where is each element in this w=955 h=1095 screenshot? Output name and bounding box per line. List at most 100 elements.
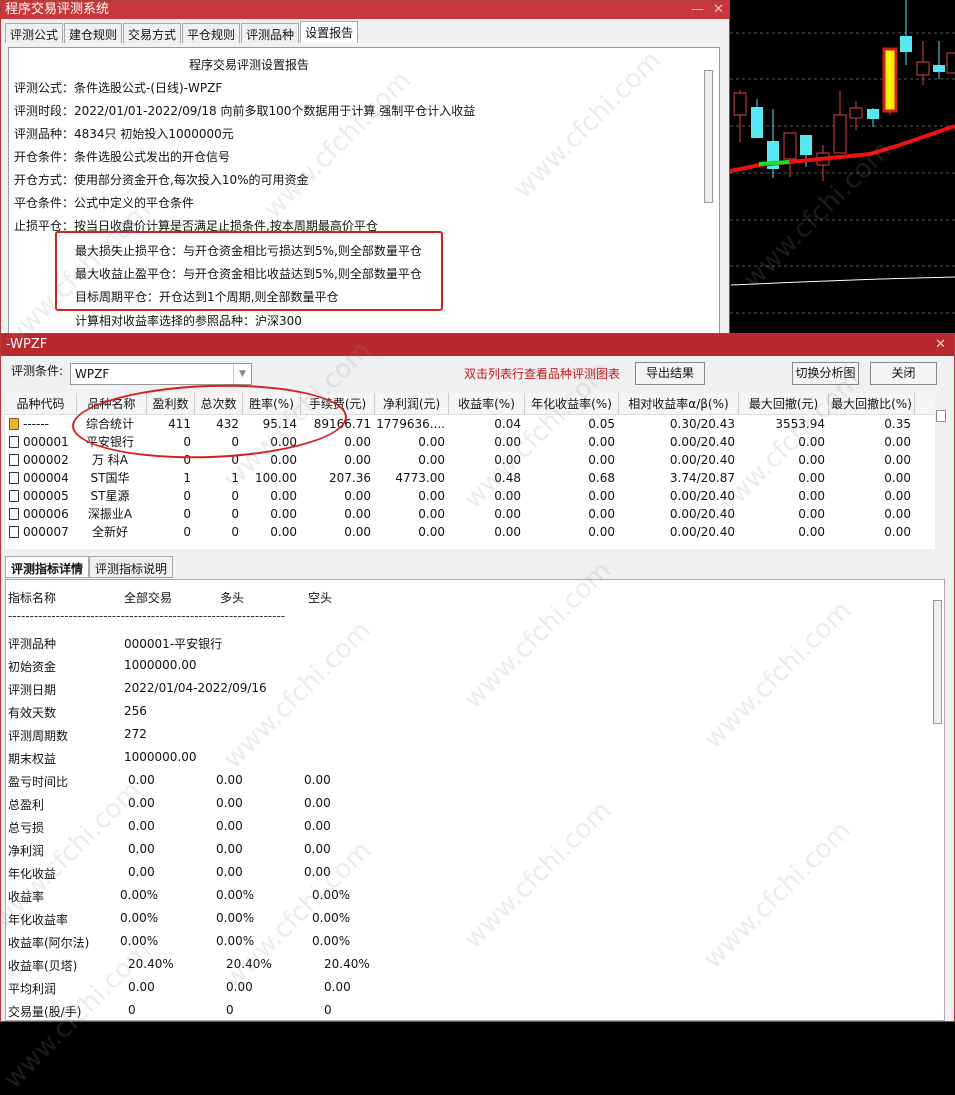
report-line: 止损平仓：按当日收盘价计算是否满足止损条件,按本周期最高价平仓	[14, 219, 378, 233]
report-highlight-line: 最大收益止盈平仓：与开仓资金相比收益达到5%,则全部数量平仓	[75, 267, 422, 281]
close-icon[interactable]: ✕	[935, 337, 946, 352]
result-window-titlebar[interactable]: -WPZF ✕	[1, 334, 954, 356]
tab-4[interactable]: 评测品种	[241, 23, 300, 43]
table-cell: 000004	[5, 469, 77, 487]
minimize-icon[interactable]: —	[691, 2, 704, 17]
close-button[interactable]: 关闭	[870, 362, 937, 385]
table-row[interactable]: 000001 平安银行 0 0 0.00 0.00 0.00 0.00 0.00 0.00/20.…	[5, 433, 935, 451]
cell-value: 0.00	[494, 507, 521, 521]
table-cell: 000002	[5, 451, 77, 469]
detail-label: 总盈利	[8, 798, 45, 812]
table-row[interactable]: 000002 万 科A 0 0 0.00 0.00 0.00 0.00 0.00 0.00/20.…	[5, 451, 935, 469]
cell-value: 0.04	[494, 417, 521, 431]
setup-tabs: 评测公式 建仓规则 交易方式 平仓规则 评测品种 设置报告	[1, 19, 729, 45]
table-cell: 0	[195, 487, 243, 505]
report-line: 评测时段：2022/01/01-2022/09/18 向前多取100个数据用于计…	[14, 104, 476, 118]
cell-value: 000006	[23, 507, 69, 521]
table-cell: 0.00	[449, 451, 525, 469]
column-header[interactable]: 最大回撤(元)	[739, 393, 829, 414]
cell-value: 0.00	[418, 507, 445, 521]
column-header[interactable]: 总次数	[195, 393, 243, 414]
column-header[interactable]: 净利润(元)	[375, 393, 449, 414]
cell-value: 0.30/20.43	[669, 417, 735, 431]
close-icon[interactable]: ✕	[713, 2, 724, 17]
detail-header: 多头	[220, 591, 245, 605]
column-header[interactable]: 收益率(%)	[449, 393, 525, 414]
table-cell: 0.00	[449, 523, 525, 541]
condition-select[interactable]: WPZF ▼	[70, 363, 252, 385]
cell-value: 综合统计	[85, 417, 134, 431]
tab-3[interactable]: 平仓规则	[182, 23, 241, 43]
detail-value: 0	[226, 1003, 234, 1017]
report-scrollbar[interactable]	[704, 70, 713, 203]
table-row[interactable]: ------ 综合统计 411 432 95.14 89166.71 1779636....…	[5, 415, 935, 433]
table-cell: 0	[147, 487, 195, 505]
detail-tab-0[interactable]: 评测指标详情	[5, 556, 90, 578]
column-header[interactable]: 盈利数	[147, 393, 195, 414]
table-cell: 0.00	[243, 523, 301, 541]
column-header[interactable]: 品种代码	[5, 393, 77, 414]
indicator-line	[730, 276, 955, 286]
export-button[interactable]: 导出结果	[635, 362, 705, 385]
table-row[interactable]: 000004 ST国华 1 1 100.00 207.36 4773.00 0.48 0.68 3…	[5, 469, 935, 487]
table-cell: 0	[147, 505, 195, 523]
tab-0[interactable]: 评测公式	[5, 23, 64, 43]
table-cell: 000006	[5, 505, 77, 523]
cell-value: 0.00	[494, 525, 521, 539]
cell-value: 1	[183, 471, 191, 485]
detail-label: 平均利润	[8, 982, 57, 996]
cell-value: 0.00	[588, 435, 615, 449]
table-cell: 0.00	[829, 523, 915, 541]
table-cell: ST国华	[77, 469, 147, 487]
ma-green-segment	[758, 160, 790, 166]
table-row[interactable]: 000005 ST星源 0 0 0.00 0.00 0.00 0.00 0.00 0.00/20.…	[5, 487, 935, 505]
detail-value: 272	[124, 727, 147, 741]
table-cell: 0.00	[829, 469, 915, 487]
column-header[interactable]: 胜率(%)	[243, 393, 301, 414]
table-cell: 100.00	[243, 469, 301, 487]
hint-text: 双击列表行查看品种评测图表	[464, 367, 621, 381]
cell-value: 0	[183, 525, 191, 539]
column-header[interactable]: 最大回撤比(%)	[829, 393, 915, 414]
table-scroll-box[interactable]	[936, 410, 946, 422]
cell-value: 0.35	[884, 417, 911, 431]
column-header[interactable]: 年化收益率(%)	[525, 393, 619, 414]
detail-value: 0.00	[304, 819, 331, 833]
column-header[interactable]: 品种名称	[77, 393, 147, 414]
table-row[interactable]: 000007 全新好 0 0 0.00 0.00 0.00 0.00 0.00 0.00/20.4…	[5, 523, 935, 541]
table-cell: 0.00	[739, 433, 829, 451]
setup-window-titlebar[interactable]: 程序交易评测系统 — ✕	[1, 1, 729, 19]
file-icon	[9, 526, 19, 538]
tab-1[interactable]: 建仓规则	[64, 23, 123, 43]
cell-value: 0.00	[270, 489, 297, 503]
table-cell: 1	[147, 469, 195, 487]
cell-value: 0.00/20.40	[669, 453, 735, 467]
detail-scrollbar[interactable]	[933, 600, 942, 724]
tab-5[interactable]: 设置报告	[300, 21, 359, 43]
cell-value: 000001	[23, 435, 69, 449]
detail-value: 000001-平安银行	[124, 637, 223, 651]
table-cell: 0.00	[739, 505, 829, 523]
tab-2[interactable]: 交易方式	[123, 23, 182, 43]
table-row[interactable]: 000006 深振业A 0 0 0.00 0.00 0.00 0.00 0.00 0.00/20.…	[5, 505, 935, 523]
cell-value: 0	[231, 507, 239, 521]
cell-value: 0.00	[884, 507, 911, 521]
cell-value: 0.05	[588, 417, 615, 431]
column-header[interactable]: 相对收益率α/β(%)	[619, 393, 739, 414]
detail-tab-1[interactable]: 评测指标说明	[89, 556, 174, 578]
switch-chart-button[interactable]: 切换分析图	[792, 362, 859, 385]
file-icon	[9, 454, 19, 466]
detail-label: 评测周期数	[8, 729, 69, 743]
chevron-down-icon[interactable]: ▼	[233, 364, 251, 384]
detail-value: 0.00%	[216, 911, 255, 925]
cell-value: 深振业A	[87, 507, 133, 521]
table-cell: 0.00/20.40	[619, 487, 739, 505]
table-cell: 0.00	[243, 433, 301, 451]
table-cell: 0.00	[739, 451, 829, 469]
detail-value: 20.40%	[128, 957, 174, 971]
cell-value: 0.00	[798, 435, 825, 449]
detail-value: 1000000.00	[124, 658, 197, 672]
table-cell: 0.00/20.40	[619, 505, 739, 523]
cell-value: 0.00	[270, 435, 297, 449]
column-header[interactable]: 手续费(元)	[301, 393, 375, 414]
